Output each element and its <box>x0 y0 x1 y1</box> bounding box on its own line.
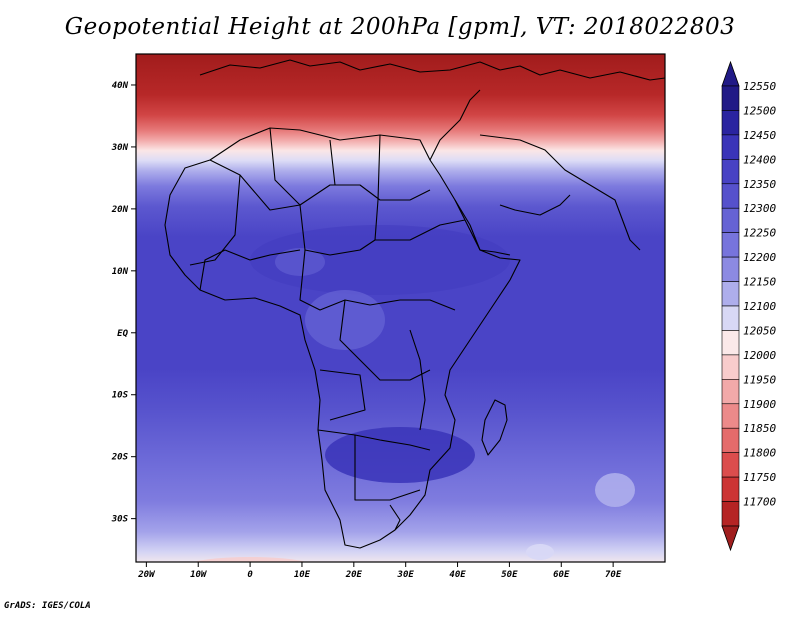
colorbar-swatch <box>721 85 740 111</box>
colorbar-swatch <box>721 330 740 356</box>
colorbar-swatch <box>721 159 740 185</box>
colorbar: 12550 12500 12450 12400 12350 12300 12250 12200… <box>721 60 776 552</box>
lon-tick-label: 70E <box>605 570 622 580</box>
lat-tick-label: 30N <box>111 143 129 153</box>
colorbar-label: 12050 <box>743 324 776 337</box>
lon-tick-label: 50E <box>501 570 518 580</box>
longitude-axis: 20W 10W 0 10E 20E 30E 40E 50E 60E 70E <box>137 562 622 580</box>
colorbar-swatch <box>721 476 740 502</box>
colorbar-label: 11750 <box>743 471 776 484</box>
latitude-axis: 40N 30N 20N 10N EQ 10S 20S 30S <box>111 81 136 525</box>
lon-tick-label: 20W <box>137 570 156 580</box>
colorbar-label: 12200 <box>743 251 776 264</box>
coastlines <box>164 59 665 549</box>
lon-tick-label: 30E <box>397 570 415 580</box>
plot-frame <box>135 53 666 563</box>
colorbar-label: 12150 <box>743 276 776 289</box>
lat-tick-label: EQ <box>117 329 128 339</box>
colorbar-label: 11850 <box>743 422 776 435</box>
lon-tick-label: 0 <box>247 570 253 580</box>
colorbar-label: 11950 <box>743 373 776 386</box>
colorbar-swatch <box>721 452 740 478</box>
colorbar-label: 11700 <box>743 496 776 509</box>
colorbar-swatch <box>721 232 740 258</box>
colorbar-swatch <box>721 281 740 307</box>
lat-tick-label: 20N <box>111 205 129 215</box>
lat-tick-label: 20S <box>111 453 129 463</box>
lon-tick-label: 20E <box>345 570 363 580</box>
colorbar-swatch <box>721 110 740 136</box>
colorbar-swatch <box>721 403 740 429</box>
colorbar-swatch <box>721 305 740 331</box>
colorbar-swatch <box>721 183 740 209</box>
colorbar-swatch <box>721 256 740 282</box>
lon-tick-label: 40E <box>449 570 466 580</box>
lon-tick-label: 10E <box>294 570 311 580</box>
colorbar-label: 12500 <box>743 104 776 117</box>
colorbar-label: 12450 <box>743 129 776 142</box>
colorbar-label: 12400 <box>743 153 776 166</box>
colorbar-swatch <box>721 427 740 453</box>
lat-tick-label: 40N <box>112 81 129 91</box>
map-title: Geopotential Height at 200hPa [gpm], VT:… <box>64 14 736 40</box>
lon-tick-label: 60E <box>553 570 570 580</box>
colorbar-label: 12100 <box>743 300 776 313</box>
grads-credit: GrADS: IGES/COLA <box>4 601 91 611</box>
colorbar-swatch <box>721 354 740 380</box>
colorbar-swatch <box>721 207 740 233</box>
colorbar-label: 12250 <box>743 227 776 240</box>
height-field <box>136 54 665 562</box>
colorbar-label: 12550 <box>743 80 776 93</box>
colorbar-label: 11800 <box>743 447 776 460</box>
colorbar-label: 12350 <box>743 178 776 191</box>
lon-tick-label: 10W <box>190 570 208 580</box>
lat-tick-label: 10N <box>112 267 129 277</box>
colorbar-swatch <box>721 379 740 405</box>
lat-tick-label: 30S <box>111 515 129 525</box>
colorbar-label: 12000 <box>743 349 776 362</box>
colorbar-swatch <box>721 501 740 527</box>
colorbar-label: 12300 <box>743 202 776 215</box>
colorbar-swatch <box>721 134 740 160</box>
lat-tick-label: 10S <box>112 391 129 401</box>
colorbar-top-arrow <box>721 60 740 87</box>
colorbar-bottom-arrow <box>721 525 740 552</box>
colorbar-label: 11900 <box>743 398 776 411</box>
